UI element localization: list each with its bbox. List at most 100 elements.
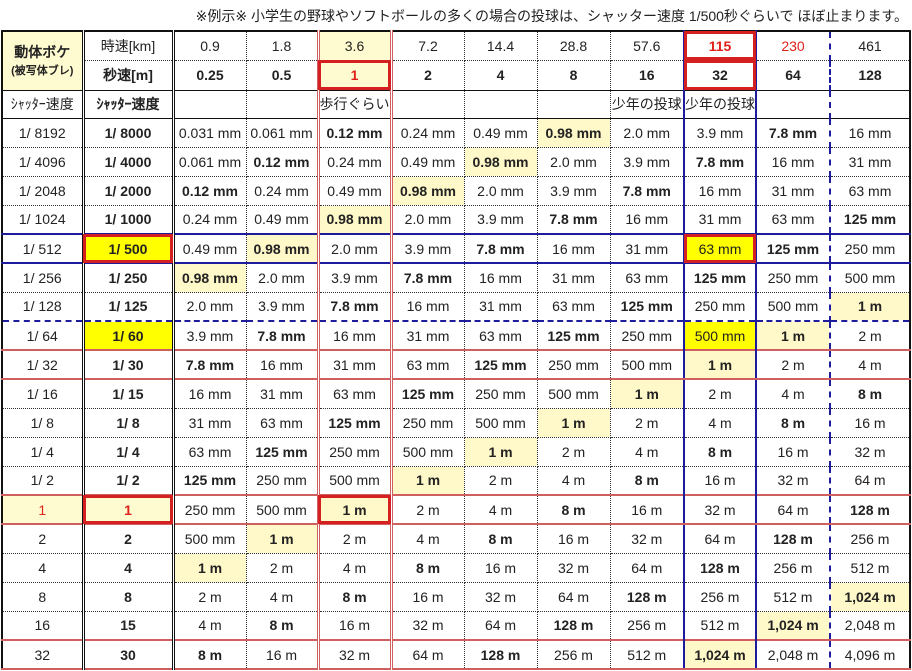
blur-value: 8 m: [464, 524, 538, 554]
blur-value: 2.0 mm: [610, 118, 685, 148]
exact-shutter-value: 1/ 32: [2, 349, 85, 380]
shutter-speed: 8: [83, 582, 175, 612]
blur-value: 0.49 mm: [464, 118, 538, 148]
kmh-value: 115: [683, 31, 757, 61]
kmh-value: 14.4: [464, 31, 538, 61]
blur-value: 2 m: [683, 379, 757, 409]
blur-value: 2.0 mm: [316, 233, 393, 264]
blur-value: 63 mm: [246, 408, 319, 438]
blur-value: 4 m: [537, 466, 611, 496]
exact-shutter-value: 1/ 8192: [2, 118, 85, 148]
blur-value: 8 m: [537, 494, 611, 525]
blur-value: 31 mm: [756, 176, 831, 206]
blur-value: 7.8 mm: [316, 292, 393, 322]
exact-shutter-value: 1/ 512: [2, 233, 85, 264]
table-row: 1/ 32 1/ 30 7.8 mm 16 mm 31 mm 63 mm 125 mm 250…: [2, 349, 911, 380]
blur-value: 0.061 mm: [246, 118, 319, 148]
blur-value: 256 m: [683, 582, 757, 612]
blur-value: 8 m: [316, 582, 393, 612]
blur-value: 1 m: [246, 524, 319, 554]
ms-value: 0.25: [173, 60, 247, 91]
blur-value: 8 m: [246, 611, 319, 641]
blur-value: 4 m: [173, 611, 247, 641]
shutter-speed: 1/ 4: [83, 437, 175, 467]
blur-value: 256 m: [756, 553, 831, 583]
blur-value: 3.9 mm: [464, 205, 538, 235]
blur-value: 0.98 mm: [246, 233, 319, 264]
ms-value: 4: [464, 60, 538, 91]
blur-value: 16 m: [537, 524, 611, 554]
blur-value: 16 m: [610, 494, 685, 525]
blur-value: 128 m: [830, 494, 911, 525]
shutter-header: ｼｬｯﾀｰ速度: [83, 90, 175, 119]
shutter-speed: 1/ 2: [83, 466, 175, 496]
blur-value: 250 mm: [316, 437, 393, 467]
ms-value: 0.5: [246, 60, 319, 91]
blur-value: 63 mm: [830, 176, 911, 206]
blur-value: 3.9 mm: [683, 118, 757, 148]
blur-value: 16 mm: [756, 147, 831, 177]
blur-value: 0.49 mm: [391, 147, 465, 177]
blur-value: 4,096 m: [830, 639, 911, 670]
blur-value: 32 m: [464, 582, 538, 612]
blur-value: 31 mm: [537, 263, 611, 293]
blur-value: 1 m: [683, 349, 757, 380]
blur-value: 3.9 mm: [316, 263, 393, 293]
blur-value: 63 mm: [316, 379, 393, 409]
blur-value: 1 m: [756, 320, 831, 351]
blur-value: 3.9 mm: [173, 320, 247, 351]
blur-value: 256 m: [610, 611, 685, 641]
exact-shutter-value: 1/ 2: [2, 466, 85, 496]
blur-value: 7.8 mm: [610, 176, 685, 206]
table-row: 1/ 8192 1/ 8000 0.031 mm 0.061 mm 0.12 mm 0.2…: [2, 118, 911, 148]
blur-value: 16 mm: [537, 233, 611, 264]
blur-value: 31 mm: [173, 408, 247, 438]
blur-value: 1,024 m: [683, 639, 757, 670]
blur-value: 125 mm: [173, 466, 247, 496]
table-row: 1/ 64 1/ 60 3.9 mm 7.8 mm 16 mm 31 mm 63 mm 125…: [2, 320, 911, 351]
blur-value: 2 m: [537, 437, 611, 467]
column-note: [464, 90, 538, 119]
blur-value: 32 m: [610, 524, 685, 554]
blur-value: 1,024 m: [830, 582, 911, 612]
blur-value: 7.8 mm: [537, 205, 611, 235]
exact-shutter-value: 1/ 8: [2, 408, 85, 438]
motion-blur-table: 動体ボケ (被写体ブレ) 時速[km] 0.9 1.8 3.6 7.2 14.4 28.8 57.…: [1, 30, 911, 670]
shutter-speed: 1/ 125: [83, 292, 175, 322]
blur-value: 64 m: [756, 494, 831, 525]
column-note: [830, 90, 911, 119]
blur-value: 32 m: [316, 639, 393, 670]
blur-value: 250 mm: [683, 292, 757, 322]
shutter-speed: 1/ 2000: [83, 176, 175, 206]
blur-value: 16 mm: [683, 176, 757, 206]
column-note: [173, 90, 247, 119]
exact-shutter-value: 2: [2, 524, 85, 554]
blur-value: 31 mm: [316, 349, 393, 380]
blur-value: 4 m: [610, 437, 685, 467]
blur-value: 4 m: [391, 524, 465, 554]
blur-value: 128 m: [610, 582, 685, 612]
blur-value: 1 m: [316, 494, 393, 525]
exact-shutter-value: 1/ 1024: [2, 205, 85, 235]
shutter-speed: 1/ 4000: [83, 147, 175, 177]
blur-value: 0.24 mm: [316, 147, 393, 177]
blur-value: 0.98 mm: [464, 147, 538, 177]
blur-value: 0.49 mm: [316, 176, 393, 206]
blur-value: 2 m: [246, 553, 319, 583]
column-note: 少年の投球: [683, 90, 757, 119]
ms-label: 秒速[m]: [83, 60, 175, 91]
blur-value: 512 m: [683, 611, 757, 641]
blur-value: 0.12 mm: [316, 118, 393, 148]
blur-value: 125 mm: [756, 233, 831, 264]
blur-value: 2.0 mm: [537, 147, 611, 177]
kmh-label: 時速[km]: [83, 31, 175, 61]
ms-value: 2: [391, 60, 465, 91]
blur-value: 8 m: [683, 437, 757, 467]
table-row: 1/ 512 1/ 500 0.49 mm 0.98 mm 2.0 mm 3.9 mm 7.…: [2, 233, 911, 264]
exact-shutter-value: 8: [2, 582, 85, 612]
column-note: [391, 90, 465, 119]
kmh-value: 57.6: [610, 31, 685, 61]
exact-shutter-value: 16: [2, 611, 85, 641]
